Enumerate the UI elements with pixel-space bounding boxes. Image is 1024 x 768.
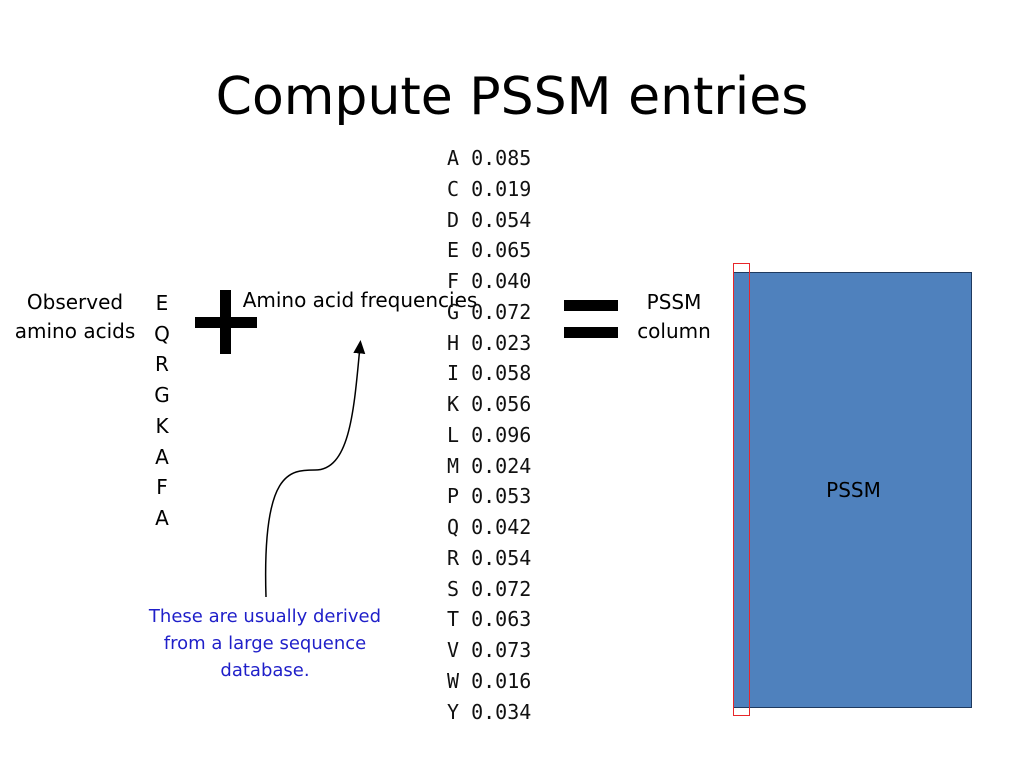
amino-acid-code: R [447,545,460,570]
sequence-residue: A [155,505,169,530]
amino-acid-code: C [447,176,460,201]
frequency-value: 0.063 [471,607,532,632]
amino-acid-code: T [447,607,460,632]
frequency-value: 0.016 [471,668,532,693]
frequency-row: W 0.016 [447,666,531,697]
frequency-row: K 0.056 [447,389,531,420]
pssm-column-label: PSSM column [637,290,711,343]
frequency-row: F 0.040 [447,266,531,297]
frequency-row: T 0.063 [447,604,531,635]
amino-acid-code: Y [447,699,460,724]
pssm-label: PSSM [826,478,881,502]
amino-acid-code: Q [447,515,460,539]
frequency-value: 0.058 [471,361,532,386]
frequency-value: 0.073 [471,638,532,662]
plus-operator [195,290,257,354]
frequency-value: 0.042 [471,515,532,539]
frequency-row: I 0.058 [447,358,531,389]
frequency-table: A 0.085 C 0.019 D 0.054 E 0.065 F 0.040 G 0.0… [447,143,531,727]
frequency-value: 0.054 [471,207,532,232]
amino-acid-code: A [447,146,460,170]
sequence-residue: F [156,475,168,500]
frequency-source-note: These are usually derived from a large s… [148,606,382,681]
frequency-value: 0.053 [471,484,532,509]
amino-acid-code: F [447,269,460,293]
amino-acid-frequencies-label: Amino acid frequencies [242,288,478,312]
frequency-row: D 0.054 [447,205,531,236]
frequency-row: G 0.072 [447,297,531,328]
frequency-value: 0.040 [471,269,532,293]
amino-acid-code: G [447,299,460,324]
amino-acid-code: W [447,668,460,693]
sequence-residue: A [155,444,169,469]
frequency-value: 0.034 [471,699,532,724]
frequency-row: A 0.085 [447,143,531,174]
equals-operator [564,300,618,338]
frequency-value: 0.023 [471,330,532,355]
pssm-column-highlight [733,263,750,716]
observed-amino-acids-label: Observed amino acids [14,290,136,343]
amino-acid-code: P [447,484,460,509]
frequency-value: 0.065 [471,238,532,263]
amino-acid-code: L [447,422,460,447]
frequency-row: C 0.019 [447,174,531,205]
frequency-value: 0.096 [471,422,532,447]
frequency-value: 0.056 [471,392,532,416]
frequency-value: 0.054 [471,545,532,570]
sequence-residue: Q [154,321,170,346]
amino-acid-code: D [447,207,460,232]
slide-title: Compute PSSM entries [215,67,809,127]
frequency-row: R 0.054 [447,543,531,574]
frequency-value: 0.019 [471,176,532,201]
sequence-residue: G [154,383,170,408]
amino-acid-code: I [447,361,460,386]
frequency-value: 0.072 [471,299,532,324]
sequence-residue: E [155,291,169,315]
sequence-residue: K [155,413,169,438]
pssm-matrix: PSSM [733,272,972,708]
frequency-row: L 0.096 [447,420,531,451]
frequency-row: Q 0.042 [447,512,531,543]
frequency-row: H 0.023 [447,328,531,359]
sequence-residue: R [155,352,169,377]
frequency-value: 0.085 [471,146,532,170]
frequency-row: P 0.053 [447,481,531,512]
amino-acid-code: S [447,576,460,601]
amino-acid-code: V [447,638,460,662]
frequency-row: M 0.024 [447,451,531,482]
amino-acid-code: M [447,453,460,478]
frequency-row: E 0.065 [447,235,531,266]
frequency-row: S 0.072 [447,574,531,605]
frequency-value: 0.072 [471,576,532,601]
frequency-row: Y 0.034 [447,697,531,728]
amino-acid-code: K [447,392,460,416]
frequency-row: V 0.073 [447,635,531,666]
amino-acid-code: H [447,330,460,355]
frequency-value: 0.024 [471,453,532,478]
amino-acid-code: E [447,238,460,263]
